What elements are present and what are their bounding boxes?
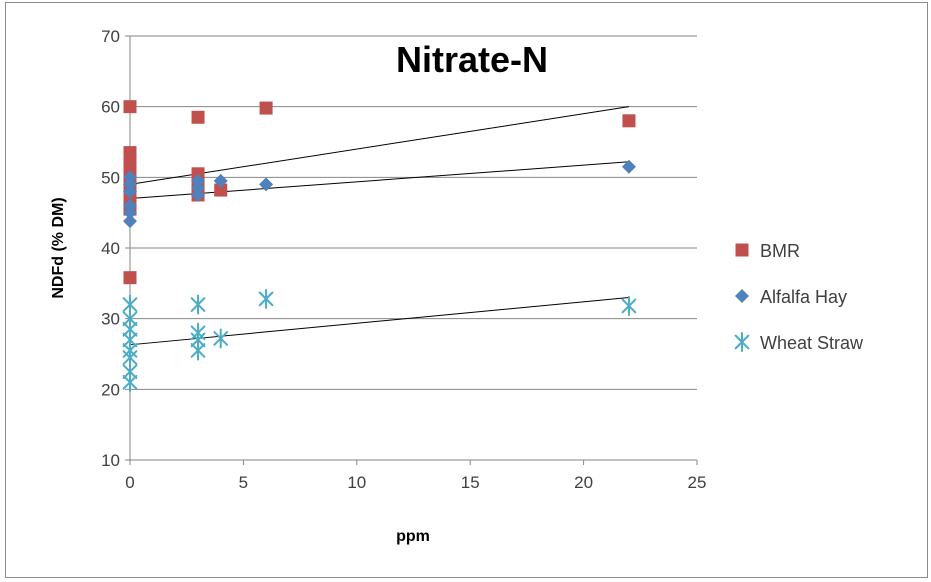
chart-title: Nitrate-N xyxy=(396,39,548,80)
bmr-point xyxy=(191,110,205,124)
legend-marker-bmr xyxy=(735,243,749,257)
alfalfa-hay-point xyxy=(259,177,274,192)
x-axis-title: ppm xyxy=(396,528,430,545)
y-tick-label: 20 xyxy=(101,380,120,399)
x-tick-label: 0 xyxy=(125,473,134,492)
y-tick-label: 40 xyxy=(101,239,120,258)
alfalfa-hay-point xyxy=(621,159,636,174)
wheat-straw-point xyxy=(190,340,206,361)
alfalfa-hay-point xyxy=(123,184,137,199)
alfalfa-hay-point xyxy=(213,173,228,188)
wheat-straw-point xyxy=(621,295,637,316)
wheat-straw-point xyxy=(122,372,138,393)
legend-label-wheat-straw: Wheat Straw xyxy=(760,333,864,353)
y-axis-title: NDFd (% DM) xyxy=(50,197,67,298)
trendline xyxy=(129,161,629,200)
wheat-straw-point xyxy=(190,294,206,315)
data-points xyxy=(122,100,637,393)
legend-label-alfalfa-hay: Alfalfa Hay xyxy=(760,287,847,307)
y-tick-label: 60 xyxy=(101,98,120,117)
bmr-point xyxy=(191,167,205,181)
gridlines xyxy=(130,35,697,390)
bmr-point xyxy=(214,183,228,197)
x-tick-label: 25 xyxy=(688,473,707,492)
x-tick-label: 20 xyxy=(574,473,593,492)
alfalfa-hay-point xyxy=(123,198,137,213)
y-tick-label: 50 xyxy=(101,168,120,187)
trendline xyxy=(129,296,630,346)
chart-area xyxy=(5,2,928,578)
alfalfa-hay-point xyxy=(123,214,137,229)
alfalfa-hay-point xyxy=(191,173,206,188)
bmr-point xyxy=(123,156,137,170)
wheat-straw-point xyxy=(258,288,274,309)
bmr-point xyxy=(259,101,273,115)
trendlines xyxy=(129,106,630,346)
x-tick-label: 15 xyxy=(461,473,480,492)
bmr-point xyxy=(123,192,137,206)
axes: 10 20 30 40 50 60 70 0 5 10 15 20 25 xyxy=(101,27,706,492)
y-tick-label: 30 xyxy=(101,310,120,329)
legend-marker-alfalfa-hay xyxy=(735,289,749,303)
wheat-straw-point xyxy=(213,328,229,349)
legend-label-bmr: BMR xyxy=(760,241,800,261)
legend: BMR Alfalfa Hay Wheat Straw xyxy=(734,241,864,353)
x-tick-label: 10 xyxy=(347,473,366,492)
alfalfa-hay-point xyxy=(191,180,206,195)
bmr-point xyxy=(123,100,137,114)
legend-marker-wheat-straw xyxy=(734,332,750,352)
x-tick-label: 5 xyxy=(239,473,248,492)
bmr-point xyxy=(123,146,137,160)
alfalfa-hay-point xyxy=(123,170,137,185)
alfalfa-hay-point xyxy=(123,205,137,220)
y-tick-label: 10 xyxy=(101,451,120,470)
alfalfa-hay-point xyxy=(123,177,137,192)
alfalfa-hay-point xyxy=(191,188,206,202)
bmr-point xyxy=(123,271,137,285)
trendline xyxy=(129,106,630,185)
bmr-point xyxy=(622,114,636,128)
y-tick-label: 70 xyxy=(101,27,120,46)
